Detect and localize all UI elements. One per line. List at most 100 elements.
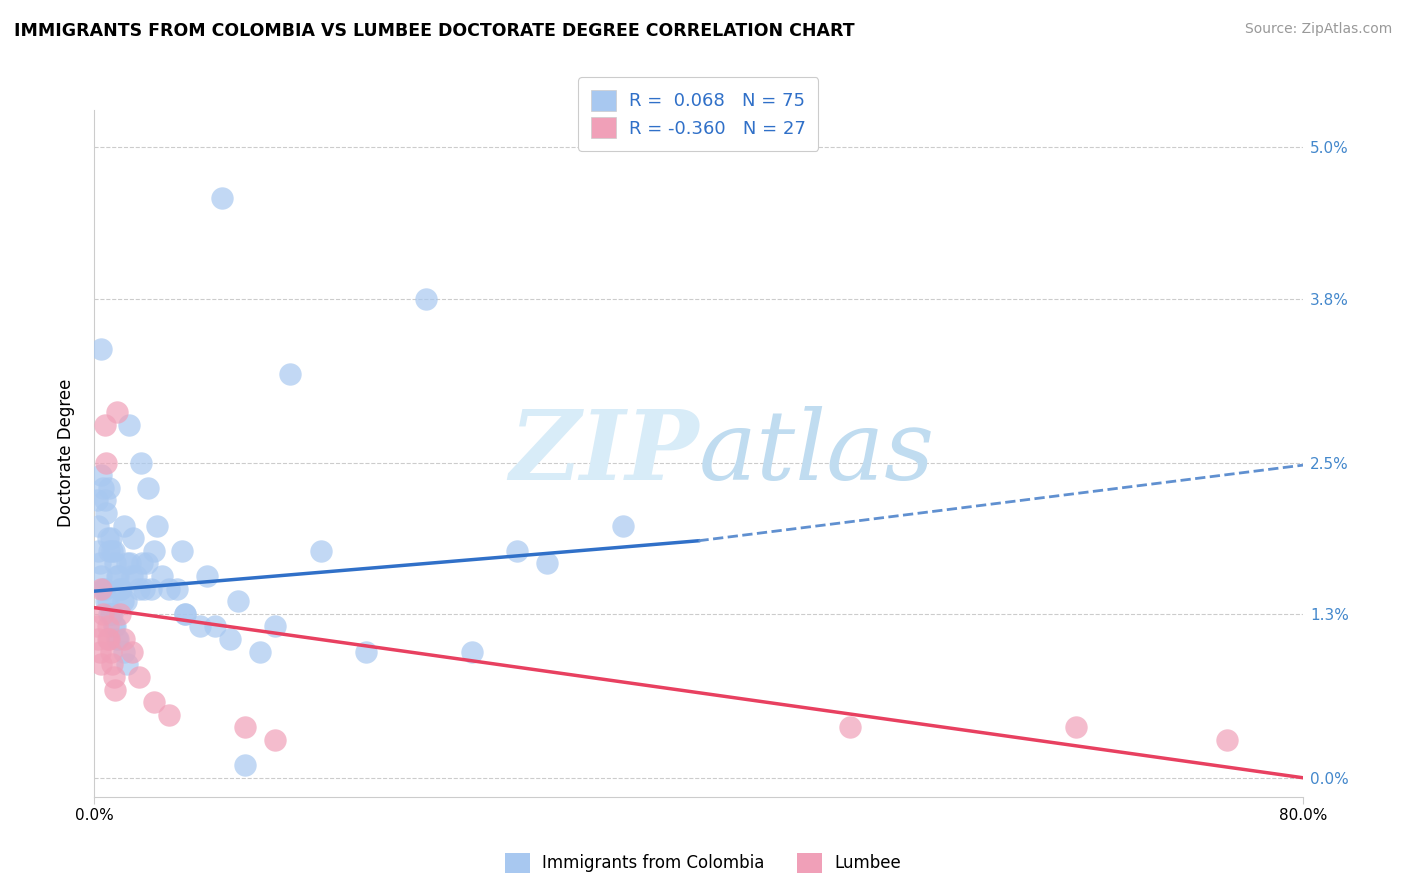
- Point: [211, 191, 233, 205]
- Point: [233, 758, 256, 772]
- Point: [461, 645, 484, 659]
- Point: [121, 645, 143, 659]
- Point: [188, 619, 211, 633]
- Text: IMMIGRANTS FROM COLOMBIA VS LUMBEE DOCTORATE DEGREE CORRELATION CHART: IMMIGRANTS FROM COLOMBIA VS LUMBEE DOCTO…: [14, 22, 855, 40]
- Point: [219, 632, 242, 646]
- Point: [107, 569, 129, 583]
- Point: [105, 405, 128, 419]
- Point: [115, 657, 138, 672]
- Point: [101, 544, 124, 558]
- Point: [101, 657, 124, 672]
- Point: [91, 582, 114, 596]
- Point: [1066, 720, 1088, 734]
- Point: [89, 557, 111, 571]
- Legend: R =  0.068   N = 75, R = -0.360   N = 27: R = 0.068 N = 75, R = -0.360 N = 27: [578, 78, 818, 151]
- Point: [98, 481, 121, 495]
- Point: [135, 557, 157, 571]
- Text: atlas: atlas: [699, 406, 935, 500]
- Point: [204, 619, 226, 633]
- Point: [93, 493, 115, 508]
- Point: [159, 707, 181, 722]
- Point: [612, 518, 634, 533]
- Point: [150, 569, 173, 583]
- Point: [838, 720, 860, 734]
- Y-axis label: Doctorate Degree: Doctorate Degree: [58, 379, 75, 527]
- Point: [264, 619, 287, 633]
- Point: [354, 645, 377, 659]
- Point: [138, 481, 160, 495]
- Point: [100, 645, 122, 659]
- Point: [415, 292, 437, 306]
- Point: [166, 582, 188, 596]
- Point: [120, 557, 142, 571]
- Point: [101, 607, 124, 621]
- Point: [89, 645, 111, 659]
- Point: [118, 417, 141, 432]
- Point: [96, 619, 118, 633]
- Point: [141, 582, 163, 596]
- Point: [87, 544, 110, 558]
- Point: [264, 733, 287, 747]
- Point: [143, 695, 166, 709]
- Point: [122, 531, 145, 545]
- Point: [173, 607, 195, 621]
- Point: [111, 594, 134, 608]
- Point: [90, 582, 112, 596]
- Point: [107, 632, 129, 646]
- Point: [103, 670, 125, 684]
- Point: [98, 544, 121, 558]
- Point: [121, 569, 143, 583]
- Point: [90, 657, 112, 672]
- Point: [114, 594, 136, 608]
- Point: [226, 594, 249, 608]
- Point: [105, 632, 128, 646]
- Point: [132, 582, 155, 596]
- Point: [94, 456, 117, 470]
- Point: [87, 632, 110, 646]
- Point: [115, 557, 138, 571]
- Point: [94, 594, 117, 608]
- Point: [506, 544, 529, 558]
- Point: [280, 368, 302, 382]
- Point: [112, 518, 135, 533]
- Point: [90, 569, 112, 583]
- Text: ZIP: ZIP: [509, 406, 699, 500]
- Point: [146, 518, 169, 533]
- Point: [104, 619, 127, 633]
- Point: [1216, 733, 1239, 747]
- Point: [159, 582, 181, 596]
- Point: [195, 569, 218, 583]
- Point: [98, 632, 121, 646]
- Point: [173, 607, 195, 621]
- Point: [131, 557, 153, 571]
- Point: [249, 645, 271, 659]
- Point: [96, 531, 118, 545]
- Point: [128, 582, 150, 596]
- Point: [93, 417, 115, 432]
- Point: [108, 607, 131, 621]
- Point: [96, 632, 118, 646]
- Point: [112, 632, 135, 646]
- Point: [91, 607, 114, 621]
- Point: [104, 557, 127, 571]
- Point: [170, 544, 193, 558]
- Point: [112, 645, 135, 659]
- Point: [86, 619, 108, 633]
- Point: [104, 682, 127, 697]
- Point: [143, 544, 166, 558]
- Point: [129, 456, 152, 470]
- Point: [91, 481, 114, 495]
- Point: [128, 670, 150, 684]
- Point: [86, 493, 108, 508]
- Point: [87, 518, 110, 533]
- Point: [93, 582, 115, 596]
- Point: [94, 506, 117, 520]
- Point: [105, 569, 128, 583]
- Point: [103, 619, 125, 633]
- Legend: Immigrants from Colombia, Lumbee: Immigrants from Colombia, Lumbee: [499, 847, 907, 880]
- Point: [90, 342, 112, 356]
- Point: [90, 468, 112, 483]
- Point: [108, 582, 131, 596]
- Point: [309, 544, 332, 558]
- Point: [100, 531, 122, 545]
